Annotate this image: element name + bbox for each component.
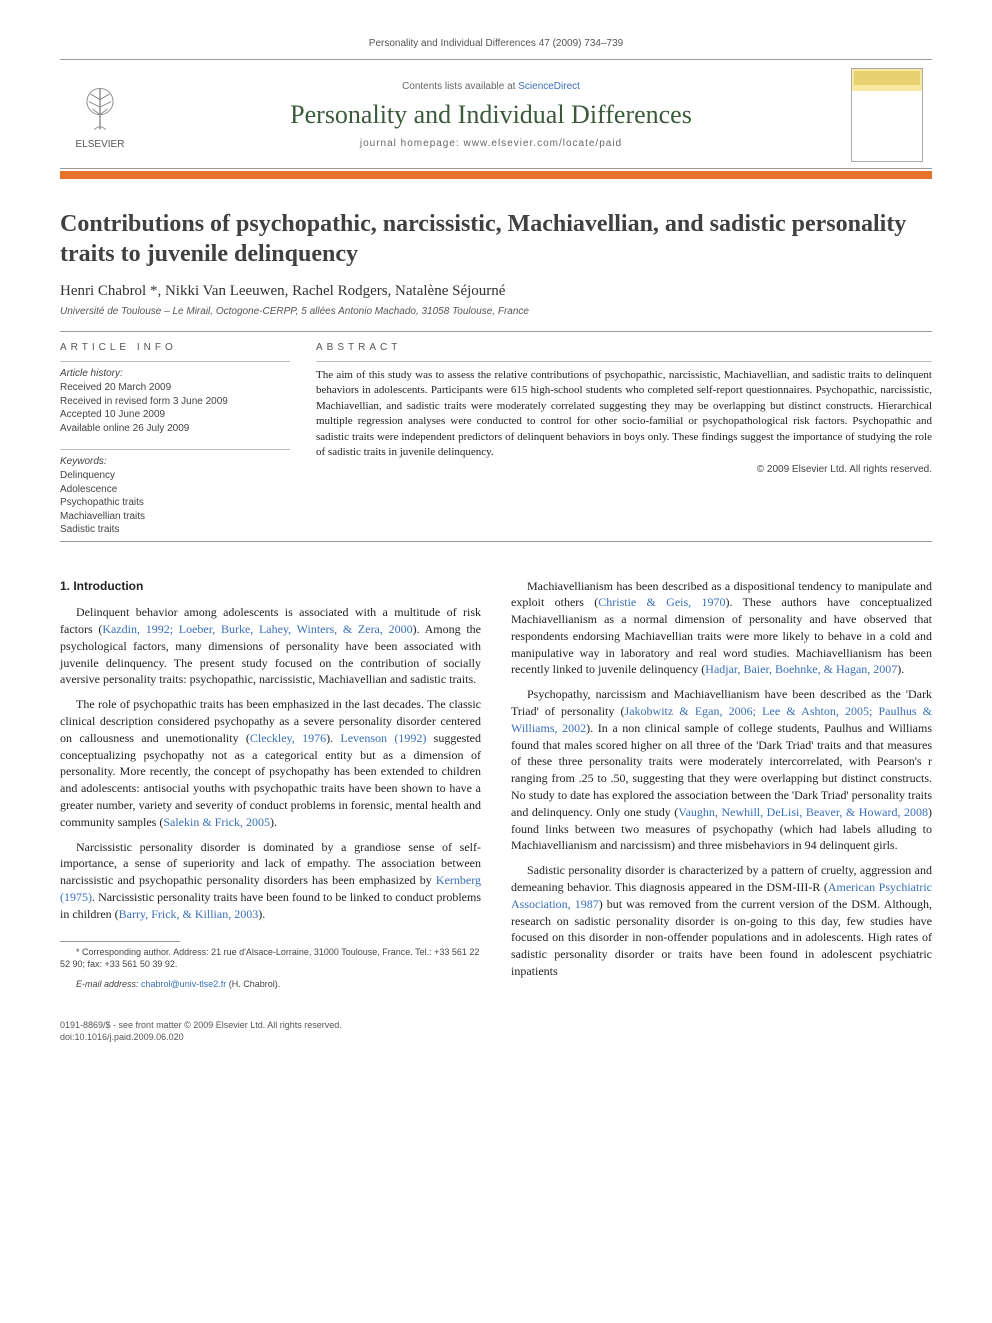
citation-link[interactable]: Vaughn, Newhill, DeLisi, Beaver, & Howar… [678, 805, 928, 819]
citation-link[interactable]: Hadjar, Baier, Boehnke, & Hagan, 2007 [705, 662, 897, 676]
publisher-block: ELSEVIER [60, 68, 140, 162]
paragraph: Narcissistic personality disorder is dom… [60, 839, 481, 923]
keyword: Machiavellian traits [60, 510, 290, 524]
right-column: Machiavellianism has been described as a… [511, 578, 932, 999]
affiliation: Université de Toulouse – Le Mirail, Octo… [60, 306, 932, 317]
keywords-label: Keywords: [60, 456, 290, 467]
homepage-line: journal homepage: www.elsevier.com/locat… [140, 138, 842, 149]
article-info-block: ARTICLE INFO Article history: Received 2… [60, 336, 290, 537]
keyword: Psychopathic traits [60, 496, 290, 510]
history-revised: Received in revised form 3 June 2009 [60, 395, 290, 409]
publisher-name: ELSEVIER [76, 139, 125, 150]
history-label: Article history: [60, 368, 290, 379]
paragraph: Delinquent behavior among adolescents is… [60, 604, 481, 688]
masthead: ELSEVIER Contents lists available at Sci… [60, 60, 932, 169]
article-title: Contributions of psychopathic, narcissis… [60, 209, 932, 269]
email-suffix: (H. Chabrol). [226, 979, 280, 989]
email-label: E-mail address: [76, 979, 141, 989]
orange-accent-bar [60, 171, 932, 179]
homepage-prefix: journal homepage: [360, 138, 464, 149]
corresponding-author-footnote: * Corresponding author. Address: 21 rue … [60, 946, 481, 970]
email-link[interactable]: chabrol@univ-tlse2.fr [141, 979, 226, 989]
footnote-rule [60, 941, 180, 942]
contents-line: Contents lists available at ScienceDirec… [140, 81, 842, 92]
running-header: Personality and Individual Differences 4… [60, 38, 932, 49]
info-subrule-1 [60, 361, 290, 362]
homepage-url: www.elsevier.com/locate/paid [464, 138, 623, 149]
history-online: Available online 26 July 2009 [60, 422, 290, 436]
abstract-subrule [316, 361, 932, 362]
meta-top-rule [60, 331, 932, 332]
section-heading: 1. Introduction [60, 578, 481, 595]
paragraph: Psychopathy, narcissism and Machiavellia… [511, 686, 932, 854]
doi-line: doi:10.1016/j.paid.2009.06.020 [60, 1032, 932, 1044]
info-subrule-2 [60, 449, 290, 450]
citation-link[interactable]: Cleckley, 1976 [250, 731, 326, 745]
text: Narcissistic personality disorder is dom… [60, 840, 481, 888]
history-received: Received 20 March 2009 [60, 381, 290, 395]
journal-cover-thumb [851, 68, 923, 162]
abstract-text: The aim of this study was to assess the … [316, 368, 932, 460]
abstract-block: ABSTRACT The aim of this study was to as… [316, 336, 932, 537]
authors: Henri Chabrol *, Nikki Van Leeuwen, Rach… [60, 283, 932, 300]
paragraph: The role of psychopathic traits has been… [60, 696, 481, 830]
issn-line: 0191-8869/$ - see front matter © 2009 El… [60, 1020, 932, 1032]
keywords-list: Delinquency Adolescence Psychopathic tra… [60, 469, 290, 537]
paragraph: Machiavellianism has been described as a… [511, 578, 932, 679]
history-lines: Received 20 March 2009 Received in revis… [60, 381, 290, 435]
history-accepted: Accepted 10 June 2009 [60, 408, 290, 422]
keyword: Sadistic traits [60, 523, 290, 537]
keyword: Delinquency [60, 469, 290, 483]
citation-link[interactable]: Kazdin, 1992; Loeber, Burke, Lahey, Wint… [102, 622, 412, 636]
meta-bottom-rule [60, 541, 932, 542]
citation-link[interactable]: Levenson (1992) [340, 731, 426, 745]
keyword: Adolescence [60, 483, 290, 497]
paragraph: Sadistic personality disorder is charact… [511, 862, 932, 980]
text: ). [326, 731, 340, 745]
citation-link[interactable]: Christie & Geis, 1970 [598, 595, 725, 609]
abstract-label: ABSTRACT [316, 342, 932, 353]
text: ). [270, 815, 277, 829]
email-footnote: E-mail address: chabrol@univ-tlse2.fr (H… [60, 978, 481, 990]
sciencedirect-link[interactable]: ScienceDirect [518, 81, 580, 92]
elsevier-tree-icon [72, 81, 128, 137]
bottom-matter: 0191-8869/$ - see front matter © 2009 El… [60, 1020, 932, 1043]
text: ). [897, 662, 904, 676]
article-info-label: ARTICLE INFO [60, 342, 290, 353]
abstract-copyright: © 2009 Elsevier Ltd. All rights reserved… [316, 464, 932, 475]
citation-link[interactable]: Salekin & Frick, 2005 [163, 815, 270, 829]
citation-link[interactable]: Barry, Frick, & Killian, 2003 [119, 907, 259, 921]
left-column: 1. Introduction Delinquent behavior amon… [60, 578, 481, 999]
journal-title: Personality and Individual Differences [140, 100, 842, 130]
contents-prefix: Contents lists available at [402, 81, 518, 92]
text: ). [258, 907, 265, 921]
